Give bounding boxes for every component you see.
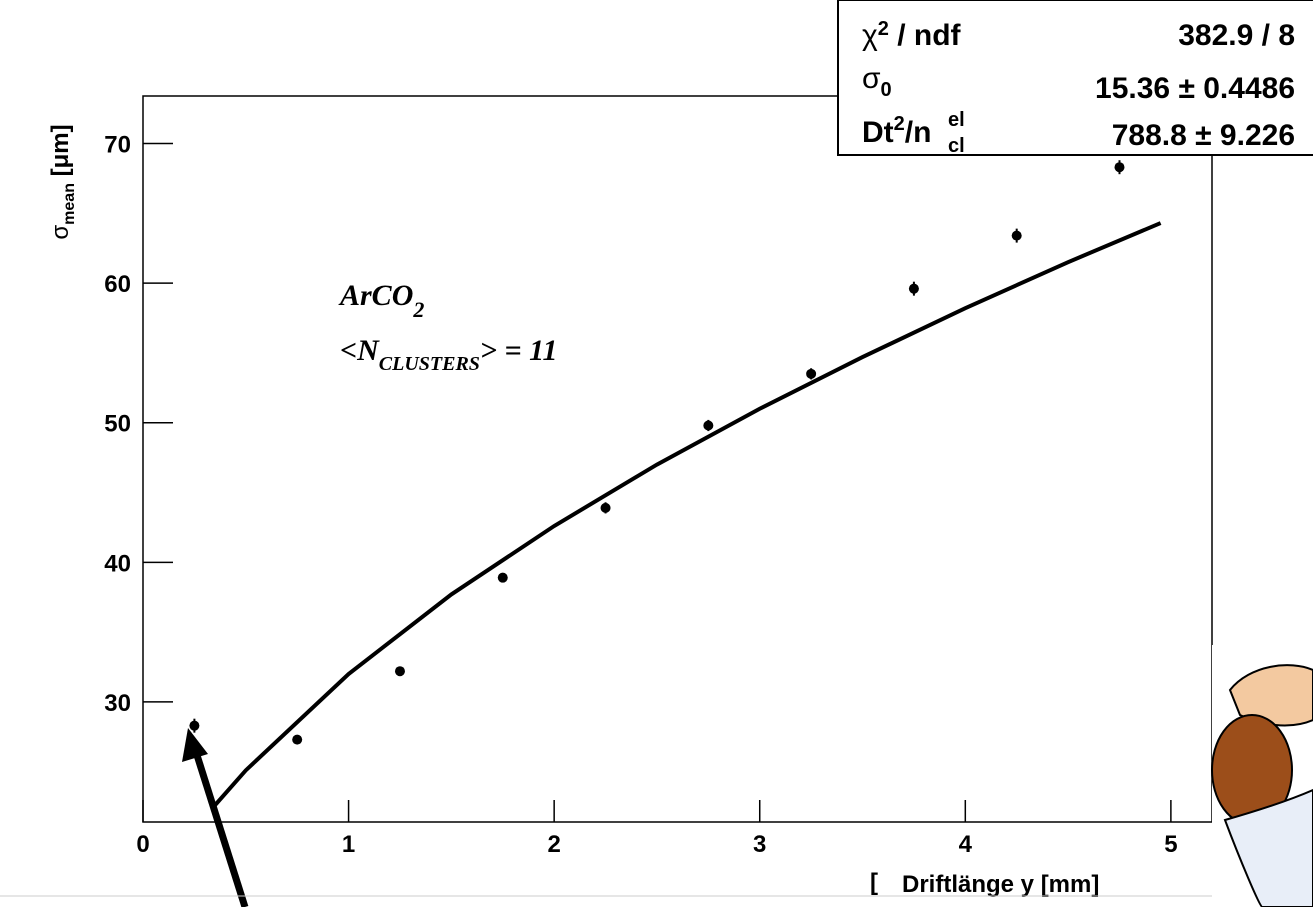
data-point — [703, 420, 714, 431]
stats-value: 15.36 ± 0.4486 — [1095, 72, 1295, 105]
stats-label-part: Dt — [862, 116, 894, 149]
annotation-sub: 2 — [412, 297, 424, 322]
arrow — [192, 750, 249, 907]
y-label-part: mean — [61, 183, 78, 225]
data-point — [600, 502, 611, 513]
plot-frame — [142, 95, 1213, 823]
stats-label-part: 0 — [881, 79, 892, 101]
data-point — [1114, 162, 1125, 173]
annotation: <NCLUSTERS> = 11 — [340, 334, 557, 375]
y-tick-label: 60 — [104, 271, 131, 298]
annotation-text: ArCO — [338, 279, 413, 312]
x-tick-label: 1 — [342, 831, 355, 858]
data-point — [806, 368, 817, 379]
x-axis-label: Driftlänge y [mm] — [902, 871, 1099, 898]
stats-label-part: / ndf — [889, 19, 962, 52]
x-tick-label: 2 — [547, 831, 560, 858]
stats-label: σ0 — [862, 62, 892, 101]
x-tick-label: 5 — [1164, 831, 1177, 858]
y-tick-label: 30 — [104, 690, 131, 717]
stats-label: χ2 / ndf — [862, 18, 962, 52]
stats-label-part: σ — [862, 62, 881, 95]
stats-label-part: el — [948, 109, 965, 131]
x-tick-label: 3 — [753, 831, 766, 858]
stats-value: 788.8 ± 9.226 — [1112, 119, 1295, 152]
x-tick-label: 0 — [136, 831, 149, 858]
data-point — [189, 720, 200, 731]
stats-label-part: χ — [862, 19, 878, 52]
annotation: ArCO2 — [338, 279, 424, 322]
plot-area: 0 1 2 3 4 5 30 40 50 60 70 — [104, 131, 1177, 858]
x-tick-label: 4 — [959, 831, 973, 858]
stats-label-part: cl — [948, 135, 965, 157]
y-tick-label: 40 — [104, 550, 131, 577]
data-point — [908, 283, 919, 294]
fit-curve — [213, 221, 1162, 807]
arrow-head — [182, 728, 208, 762]
stats-box — [837, 0, 1313, 156]
y-tick-label: 70 — [104, 131, 131, 158]
x-label-fragment: [ — [870, 869, 878, 896]
y-label-part: [μm] — [47, 124, 74, 183]
data-point — [1011, 230, 1022, 241]
stats-label: Dt2/n el cl — [862, 109, 965, 157]
data-point — [497, 572, 508, 583]
y-axis-label: σmean [μm] — [47, 124, 78, 239]
cartoon — [1211, 645, 1313, 907]
data-point — [292, 734, 303, 745]
stats-label-part: 2 — [878, 18, 889, 40]
stats-label-part: /n — [905, 116, 932, 149]
data-point — [394, 666, 405, 677]
stats-value: 382.9 / 8 — [1178, 19, 1295, 52]
annotation-text: <N — [340, 334, 380, 367]
annotation-sub: CLUSTERS — [379, 353, 480, 375]
cartoon-body — [1223, 788, 1313, 907]
stats-label-part: 2 — [894, 113, 905, 135]
y-label-part: σ — [47, 225, 74, 240]
y-tick-label: 50 — [104, 411, 131, 438]
annotation-text: > = 11 — [480, 334, 558, 367]
